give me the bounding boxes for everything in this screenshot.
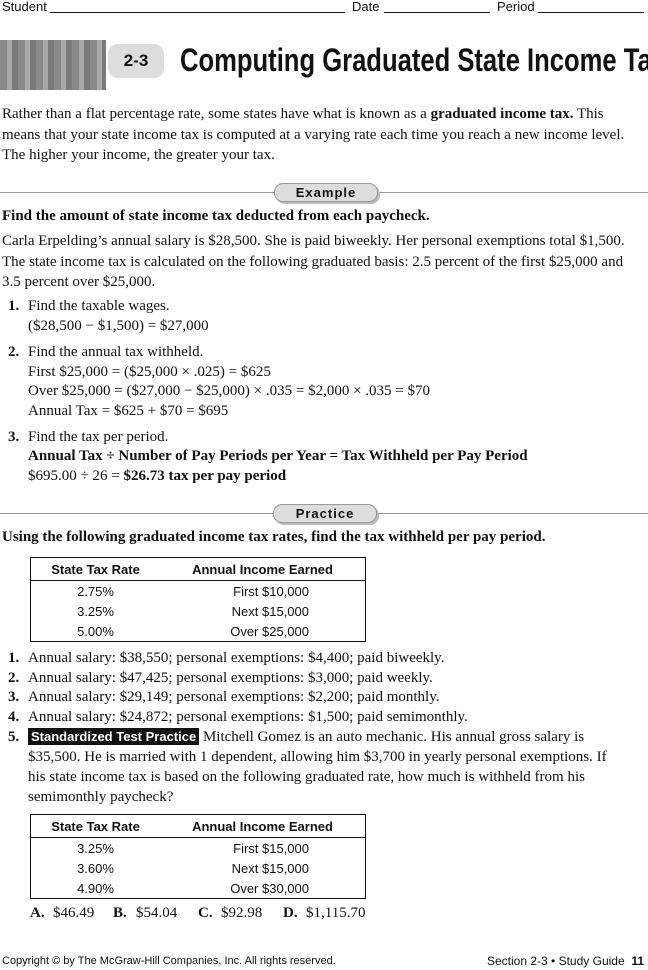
section: Section 2-3 (487, 954, 548, 968)
choice-letter: B. (113, 905, 127, 921)
guide: Study Guide (558, 954, 625, 968)
student-blank (50, 12, 345, 13)
practice-label: Practice (273, 504, 377, 523)
choice-letter: C. (198, 905, 213, 921)
table-row: 4.90% Over $30,000 (31, 878, 366, 899)
problem-text: Annual salary: $47,425; personal exempti… (28, 669, 433, 686)
table-row: 3.25% Next $15,000 (31, 601, 366, 621)
period-label: Period (497, 0, 535, 14)
example-label: Example (274, 183, 378, 202)
table-cell: 3.60% (77, 860, 114, 876)
header-row: State Tax Rate Annual Income Earned (30, 814, 366, 838)
table-cell: Over $25,000 (230, 623, 309, 639)
date-blank (384, 12, 490, 13)
step-line: Annual Tax = $625 + $70 = $695 (28, 403, 229, 419)
step-number: 2. (8, 344, 20, 360)
table-cell: Next $15,000 (231, 603, 309, 619)
table-row: 2.75% First $10,000 (31, 581, 366, 602)
intro-term: graduated income tax. (430, 106, 574, 122)
choice-value: $92.98 (221, 905, 263, 921)
intro: Rather than a flat percentage rate, some… (2, 104, 640, 166)
table-cell: 2.75% (77, 583, 114, 599)
problem-number: 1. (8, 650, 20, 666)
rate-table: State Tax Rate Annual Income Earned 2.75% F… (30, 557, 366, 642)
column-header: Annual Income Earned (160, 557, 366, 581)
separator: • (551, 954, 556, 968)
choice-letter: D. (283, 905, 298, 921)
problem-text: Mitchell Gomez is an auto mechanic. His … (28, 729, 607, 805)
step-line: ($28,500 − $1,500) = $27,000 (28, 318, 209, 334)
copyright: Copyright © by The McGraw-Hill Companies… (2, 955, 336, 967)
table-cell: First $10,000 (233, 583, 309, 599)
column-header: Annual Income Earned (160, 814, 366, 838)
intro-text: Rather than a flat percentage rate, some… (2, 106, 431, 122)
table-cell: Over $30,000 (230, 880, 309, 896)
example-instruction: Find the amount of state income tax dedu… (2, 208, 430, 224)
step-result: $695.00 ÷ 26 = $26.73 tax per pay period (28, 466, 286, 486)
step-number: 1. (8, 298, 20, 314)
table-cell: 3.25% (77, 840, 114, 856)
header-row: State Tax Rate Annual Income Earned (30, 557, 366, 581)
page-number: 11 (631, 954, 644, 968)
problem-number: 5. (8, 729, 20, 745)
table-cell: First $15,000 (233, 840, 309, 856)
choice-letter: A. (30, 905, 45, 921)
table-cell: 5.00% (77, 623, 114, 639)
choice-value: $54.04 (136, 905, 178, 921)
test-badge: Standardized Test Practice (28, 728, 200, 745)
step-number: 3. (8, 429, 20, 445)
step-formula: Annual Tax ÷ Number of Pay Periods per Y… (28, 448, 528, 464)
problem-number: 4. (8, 709, 20, 726)
result-answer: $26.73 tax per pay period (123, 468, 287, 484)
problem-number: 2. (8, 669, 20, 686)
step-text: Find the taxable wages. (28, 298, 170, 314)
practice-instruction: Using the following graduated income tax… (2, 529, 546, 545)
intro-text: This means that your state income tax is… (2, 106, 625, 163)
step-text: Find the annual tax withheld. (28, 344, 204, 360)
step-line: Over $25,000 = ($27,000 − $25,000) × .03… (28, 383, 430, 399)
table-cell: 3.25% (77, 603, 114, 619)
column-header: State Tax Rate (30, 814, 161, 838)
example-problem: Carla Erpelding’s annual salary is $28,5… (2, 233, 625, 290)
lesson-number: 2-3 (108, 44, 164, 78)
result-text: $695.00 ÷ 26 = (28, 468, 124, 484)
problem-number: 3. (8, 689, 20, 706)
table-row: 3.25% First $15,000 (31, 838, 366, 859)
period-blank (538, 12, 644, 13)
choice-value: $1,115.70 (306, 905, 366, 921)
table-row: 3.60% Next $15,000 (31, 858, 366, 878)
step-text: Find the tax per period. (28, 429, 169, 445)
date-label: Date (352, 0, 380, 14)
banner-image (0, 40, 106, 90)
lesson-title: Computing Graduated State Income Tax (180, 42, 648, 78)
problem-text: Annual salary: $38,550; personal exempti… (28, 650, 445, 666)
choice-value: $46.49 (53, 905, 95, 921)
footer-ref: Section 2-3 • Study Guide 11 (487, 954, 644, 968)
table-cell: Next $15,000 (231, 860, 309, 876)
table-cell: 4.90% (77, 880, 114, 896)
problem-text: Annual salary: $24,872; personal exempti… (28, 709, 468, 726)
column-header: State Tax Rate (30, 557, 161, 581)
step-line: First $25,000 = ($25,000 × .025) = $625 (28, 364, 271, 380)
table-row: 5.00% Over $25,000 (31, 621, 366, 642)
problem-5: Standardized Test Practice Mitchell Gome… (28, 727, 620, 807)
student-label: Student (2, 0, 47, 14)
rate-table: State Tax Rate Annual Income Earned 3.25% F… (30, 814, 366, 899)
problem-text: Annual salary: $29,149; personal exempti… (28, 689, 440, 706)
